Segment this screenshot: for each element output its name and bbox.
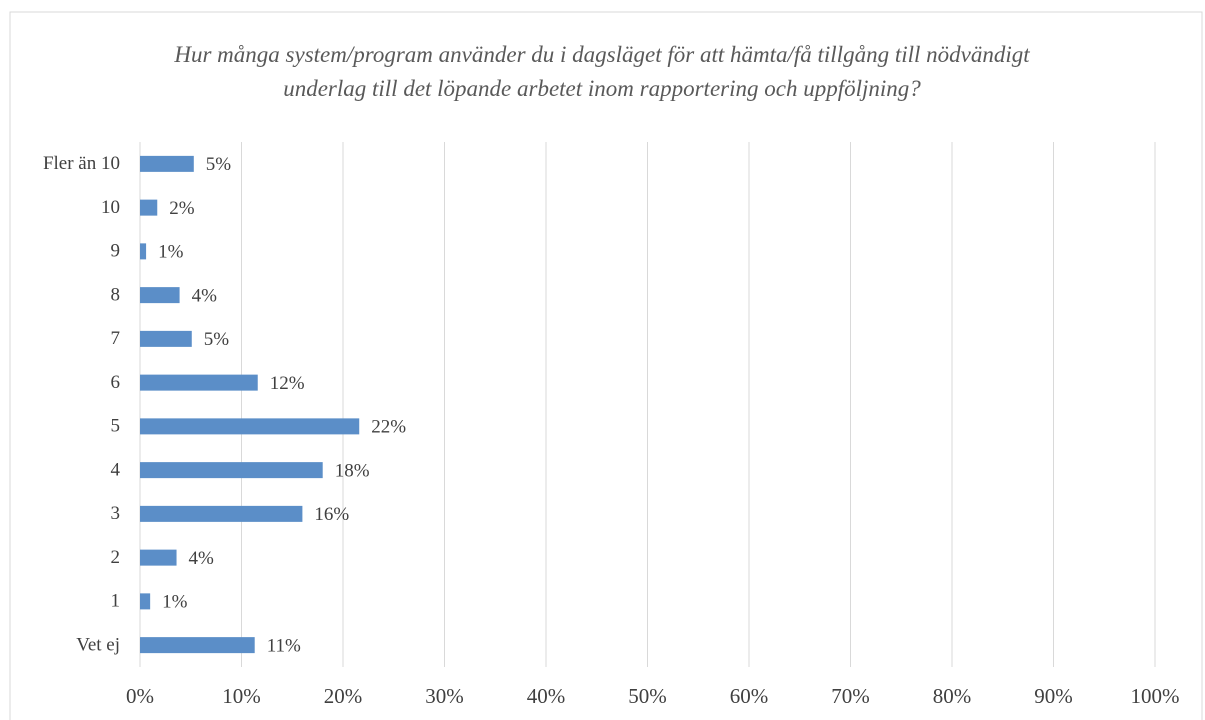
bar — [140, 549, 177, 566]
data-label: 11% — [267, 635, 301, 656]
data-label: 1% — [158, 242, 184, 263]
x-tick-label: 50% — [628, 684, 667, 708]
bar — [140, 593, 151, 610]
x-tick-label: 90% — [1034, 684, 1073, 708]
chart-title: Hur många system/program använder du i d… — [174, 42, 1030, 101]
data-label: 16% — [314, 504, 349, 525]
y-tick-label: 3 — [111, 503, 121, 524]
x-tick-label: 10% — [222, 684, 261, 708]
data-label: 2% — [169, 198, 195, 219]
x-tick-label: 20% — [324, 684, 363, 708]
x-tick-label: 70% — [831, 684, 870, 708]
y-tick-label: Vet ej — [76, 634, 120, 655]
y-tick-label: 4 — [111, 459, 121, 480]
x-tick-label: 100% — [1131, 684, 1180, 708]
y-tick-label: 10 — [101, 197, 120, 218]
y-tick-label: 9 — [111, 241, 121, 262]
data-label: 5% — [204, 329, 230, 350]
x-tick-label: 30% — [425, 684, 464, 708]
data-label: 4% — [189, 548, 215, 569]
bar — [140, 462, 323, 479]
data-label: 22% — [371, 417, 406, 438]
bar — [140, 418, 360, 435]
x-tick-label: 0% — [126, 684, 154, 708]
bar — [140, 155, 194, 172]
y-tick-label: 6 — [111, 372, 121, 393]
bar — [140, 287, 180, 304]
y-tick-label: 5 — [111, 416, 121, 437]
bar — [140, 637, 255, 654]
y-tick-label: 1 — [111, 591, 121, 612]
data-label: 18% — [335, 460, 370, 481]
y-tick-label: 8 — [111, 284, 121, 305]
data-label: 4% — [192, 285, 218, 306]
chart-border — [9, 11, 1203, 720]
data-label: 1% — [162, 592, 188, 613]
x-tick-label: 40% — [527, 684, 566, 708]
y-tick-label: Fler än 10 — [43, 153, 120, 174]
bar — [140, 330, 192, 347]
y-tick-label: 7 — [111, 328, 121, 349]
data-label: 5% — [206, 154, 232, 175]
bar — [140, 243, 147, 260]
y-tick-label: 2 — [111, 547, 121, 568]
x-tick-label: 80% — [933, 684, 972, 708]
x-tick-label: 60% — [730, 684, 769, 708]
bar — [140, 374, 258, 391]
bar — [140, 199, 158, 216]
bar — [140, 505, 303, 522]
data-label: 12% — [270, 373, 305, 394]
